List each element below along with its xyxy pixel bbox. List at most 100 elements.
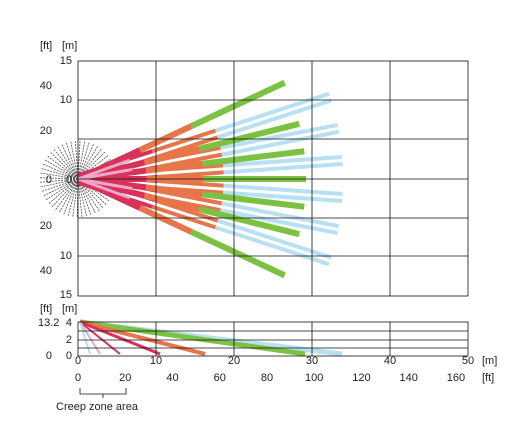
ft-label: 60 bbox=[214, 372, 226, 384]
beam bbox=[77, 177, 131, 200]
ft-label: 20 bbox=[40, 125, 52, 137]
ft-label: 40 bbox=[40, 80, 52, 92]
ft-label: 0 bbox=[46, 350, 52, 362]
ft-label: 40 bbox=[40, 265, 52, 277]
ft-label: 160 bbox=[447, 372, 465, 384]
beam bbox=[145, 184, 203, 198]
creep-ray bbox=[43, 178, 79, 197]
m-label: 40 bbox=[384, 355, 396, 367]
m-label: 10 bbox=[150, 355, 162, 367]
creep-ray bbox=[65, 142, 79, 180]
creep-ray bbox=[40, 172, 79, 180]
creep-ray bbox=[48, 178, 79, 204]
beam bbox=[223, 162, 343, 175]
side-beam bbox=[79, 320, 161, 356]
side-grid-frame bbox=[77, 321, 469, 357]
unit: [ft] bbox=[482, 372, 494, 384]
ft-label: 0 bbox=[46, 174, 52, 186]
beam bbox=[77, 177, 133, 191]
ft-label: 120 bbox=[352, 372, 370, 384]
creep-ray bbox=[42, 163, 79, 180]
side-beam bbox=[79, 320, 206, 356]
x-labels: 0 10 20 30 40 50 0 20 40 60 80 100 120 140 160 bbox=[75, 355, 474, 384]
ft-label: 140 bbox=[400, 372, 418, 384]
m-label: 30 bbox=[306, 355, 318, 367]
m-label: 0 bbox=[66, 350, 72, 362]
m-label: 2 bbox=[66, 334, 72, 346]
unit: [m] bbox=[62, 40, 77, 52]
creep-ray bbox=[53, 149, 79, 180]
m-label: 10 bbox=[60, 250, 72, 262]
beams bbox=[40, 79, 343, 279]
beam bbox=[223, 155, 343, 168]
creep-ray bbox=[57, 146, 79, 180]
creep-ray bbox=[72, 178, 79, 217]
beam bbox=[151, 128, 217, 154]
ft-label: 40 bbox=[166, 372, 178, 384]
beam bbox=[77, 158, 131, 181]
m-label: 20 bbox=[228, 355, 240, 367]
creep-ray bbox=[41, 178, 79, 192]
ft-label: 100 bbox=[305, 372, 323, 384]
creep-ray bbox=[45, 178, 79, 201]
beam bbox=[143, 192, 201, 213]
unit: [m] bbox=[482, 355, 497, 367]
creep-ray bbox=[40, 178, 79, 183]
unit: [m] bbox=[62, 303, 77, 315]
creep-ray bbox=[55, 178, 79, 210]
creep-ray bbox=[77, 141, 85, 180]
m-label: 4 bbox=[66, 317, 72, 329]
m-label: 0 bbox=[66, 174, 72, 186]
creep-ray bbox=[59, 178, 79, 213]
beam bbox=[202, 191, 305, 210]
beam bbox=[145, 160, 203, 174]
creep-ray bbox=[40, 178, 79, 188]
creep-ray bbox=[51, 178, 79, 208]
creep-ray bbox=[41, 168, 79, 180]
creep-bracket bbox=[79, 388, 127, 398]
beam bbox=[220, 123, 338, 150]
beam bbox=[220, 208, 338, 235]
m-label: 50 bbox=[462, 355, 474, 367]
side-beam bbox=[79, 321, 121, 355]
creep-ray bbox=[63, 178, 79, 215]
beam bbox=[138, 205, 193, 235]
beam bbox=[223, 190, 343, 203]
beam bbox=[190, 229, 286, 279]
beam bbox=[77, 167, 133, 181]
unit: [ft] bbox=[40, 303, 52, 315]
beam bbox=[221, 129, 340, 157]
beam bbox=[202, 148, 305, 167]
m-label: 15 bbox=[60, 55, 72, 67]
beam bbox=[190, 79, 286, 129]
side-beam bbox=[79, 321, 91, 355]
side-beam bbox=[79, 321, 101, 355]
beam bbox=[198, 206, 300, 238]
creep-ray bbox=[77, 178, 83, 217]
unit: [ft] bbox=[40, 40, 52, 52]
creep-ray bbox=[67, 178, 79, 216]
side-beam bbox=[79, 319, 306, 357]
m-label: 0 bbox=[75, 355, 81, 367]
creep-ray bbox=[70, 141, 79, 180]
ft-label: 20 bbox=[119, 372, 131, 384]
creep-ray bbox=[74, 141, 79, 180]
creep-ray bbox=[40, 177, 79, 180]
top-grid-frame bbox=[77, 60, 469, 297]
beam bbox=[143, 145, 201, 166]
creep-ray bbox=[47, 155, 79, 180]
creep-ray bbox=[61, 144, 79, 180]
beam bbox=[138, 123, 193, 153]
ft-label: 80 bbox=[261, 372, 273, 384]
beam bbox=[223, 183, 343, 196]
beam bbox=[221, 201, 340, 229]
beam bbox=[198, 120, 300, 152]
ft-label: 20 bbox=[40, 220, 52, 232]
ft-label: 13.2 bbox=[38, 317, 59, 329]
beam bbox=[151, 204, 217, 230]
labels: [ft] [m] 15 10 0 10 15 40 20 0 20 40 [ft… bbox=[38, 40, 497, 413]
creep-ray bbox=[50, 152, 79, 180]
side-beams bbox=[79, 319, 343, 357]
ft-label: 0 bbox=[75, 372, 81, 384]
